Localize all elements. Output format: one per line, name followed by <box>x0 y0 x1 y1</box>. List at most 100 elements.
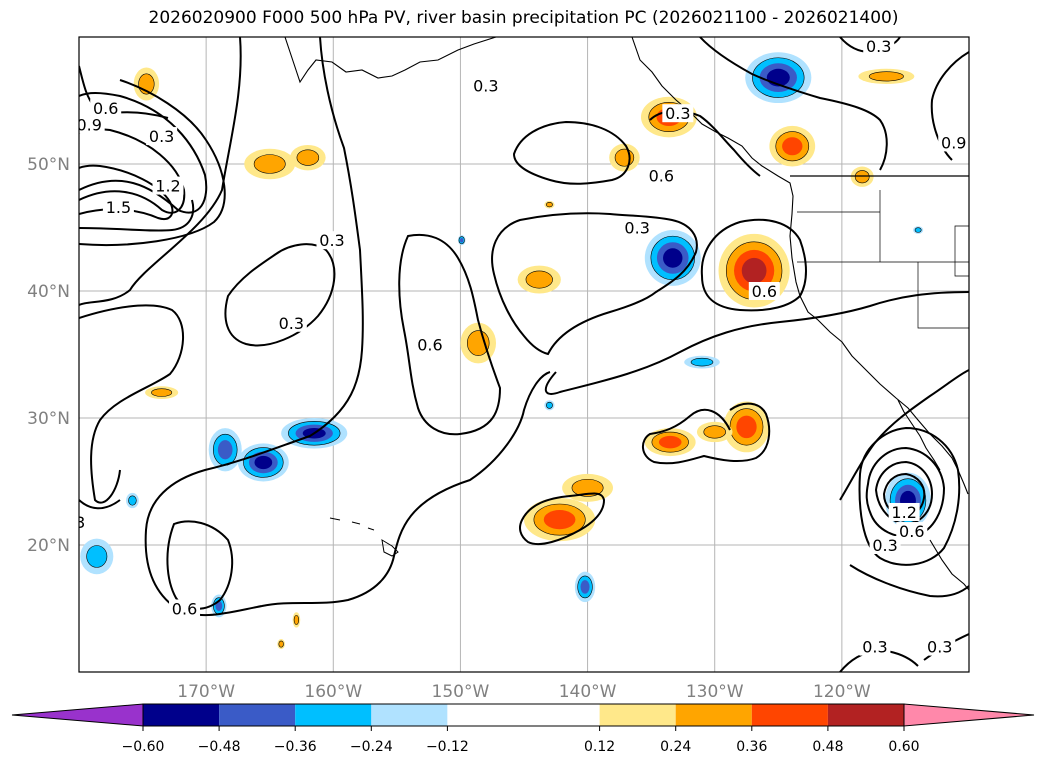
precip-level <box>736 415 757 439</box>
precip-level <box>571 478 604 497</box>
colorbar-tick-label: 0.48 <box>812 739 843 755</box>
precip-level <box>658 435 682 449</box>
contour-label: 0.6 <box>649 166 674 185</box>
precip-patch <box>696 421 733 443</box>
lon-tick-label: 120°W <box>813 682 871 702</box>
precip-patch <box>858 68 915 84</box>
pv-contour <box>79 199 195 232</box>
precip-patch <box>609 143 640 172</box>
precip-patch <box>574 571 596 603</box>
contour-label: 0.3 <box>149 127 174 146</box>
precip-patch <box>290 144 326 171</box>
precip-level <box>217 440 233 460</box>
precip-level <box>663 248 683 268</box>
contour-label-bg <box>79 115 105 134</box>
contour-label: 0.3 <box>319 231 344 250</box>
precip-level <box>782 137 803 156</box>
colorbar-segment <box>675 704 752 726</box>
precip-level <box>614 148 635 167</box>
contour-label: 3 <box>75 513 85 532</box>
contour-label: 0.9 <box>941 133 966 152</box>
contour-label: 0.3 <box>665 104 690 123</box>
precip-patch <box>457 235 466 246</box>
pv-contour <box>839 369 969 501</box>
precip-patch <box>544 200 555 209</box>
contour-label: 1.2 <box>891 503 916 522</box>
states-lines <box>797 190 969 329</box>
chart-title: 2026020900 F000 500 hPa PV, river basin … <box>148 8 899 28</box>
map-background <box>79 37 969 672</box>
contour-label: 0.3 <box>927 638 952 657</box>
colorbar-segment <box>295 704 372 726</box>
colorbar-tick-label: 0.12 <box>584 739 615 755</box>
contour-label-bg <box>102 198 134 217</box>
pv-contour <box>79 79 226 247</box>
contour-label-bg <box>859 637 891 656</box>
precip-level <box>278 640 284 648</box>
colorbar-tick-label: −0.12 <box>426 739 469 755</box>
contour-label: 0.6 <box>899 522 924 541</box>
panhandle-coast <box>631 37 969 495</box>
pv-contour <box>700 218 807 312</box>
contour-label: 0.6 <box>417 335 442 354</box>
contour-label-bg <box>275 313 307 332</box>
precip-patch <box>745 52 812 104</box>
contour-label: 0.3 <box>872 536 897 555</box>
precip-level <box>703 425 726 439</box>
axis-tick-labels: 170°W 160°W 150°W 140°W 130°W 120°W 20°N 30°N 40… <box>27 155 871 702</box>
colorbar-tick-label: 0.36 <box>736 739 767 755</box>
lon-tick-label: 130°W <box>686 682 744 702</box>
pv-contour <box>79 37 242 306</box>
pv-contour <box>849 564 969 598</box>
contour-label-bg <box>152 176 184 195</box>
contour-label-bg <box>924 637 956 656</box>
precip-level <box>293 614 300 625</box>
precip-level <box>914 227 922 233</box>
contour-label-bg <box>869 536 901 554</box>
contour-label-bg <box>414 335 446 354</box>
colorbar-segment <box>447 704 600 726</box>
contour-label-bg <box>169 599 201 618</box>
contour-label: 0.6 <box>93 99 118 118</box>
precip-patch <box>524 498 596 542</box>
precip-patch <box>292 612 301 628</box>
contour-label-bg <box>748 282 780 300</box>
pv-contour <box>865 446 946 538</box>
precip-patch <box>850 166 874 187</box>
contour-label: 0.3 <box>473 76 498 95</box>
precip-patch <box>684 355 720 369</box>
baja-coast <box>897 399 941 471</box>
pv-contour <box>79 304 185 504</box>
precip-level <box>741 257 767 284</box>
precip-level <box>466 330 490 356</box>
precip-patch <box>145 386 179 399</box>
precip-patch <box>544 400 555 411</box>
precip-patch <box>769 125 816 167</box>
pv-contour <box>699 37 888 171</box>
colorbar-segment <box>751 704 828 726</box>
precip-level <box>854 170 870 184</box>
precip-patch <box>208 428 242 472</box>
precip-patch <box>723 401 770 453</box>
contour-label-bg <box>146 127 178 146</box>
pv-contour <box>642 402 771 465</box>
colorbar-tick-label: −0.60 <box>122 739 165 755</box>
precip-patch <box>277 638 285 650</box>
lon-tick-label: 160°W <box>304 682 362 702</box>
precipitation-shading <box>80 52 931 650</box>
contour-label-bg <box>79 513 87 532</box>
contour-label: 0.6 <box>752 282 777 301</box>
colorbar-segment <box>371 704 448 726</box>
contour-label-bg <box>470 76 502 95</box>
lon-tick-label: 150°W <box>432 682 490 702</box>
colorbar-tick-label: −0.48 <box>198 739 241 755</box>
contour-labels: 0.30.60.90.31.21.50.30.30.60.60.30.30.30… <box>75 37 969 657</box>
contour-label: 1.5 <box>106 198 131 217</box>
contour-label: 0.3 <box>279 314 304 333</box>
precip-patch <box>80 538 114 575</box>
contour-label-bg <box>896 522 928 541</box>
precip-level <box>254 455 273 470</box>
pv-contour <box>144 37 551 617</box>
pv-contour <box>79 92 208 214</box>
precip-level <box>151 388 173 397</box>
